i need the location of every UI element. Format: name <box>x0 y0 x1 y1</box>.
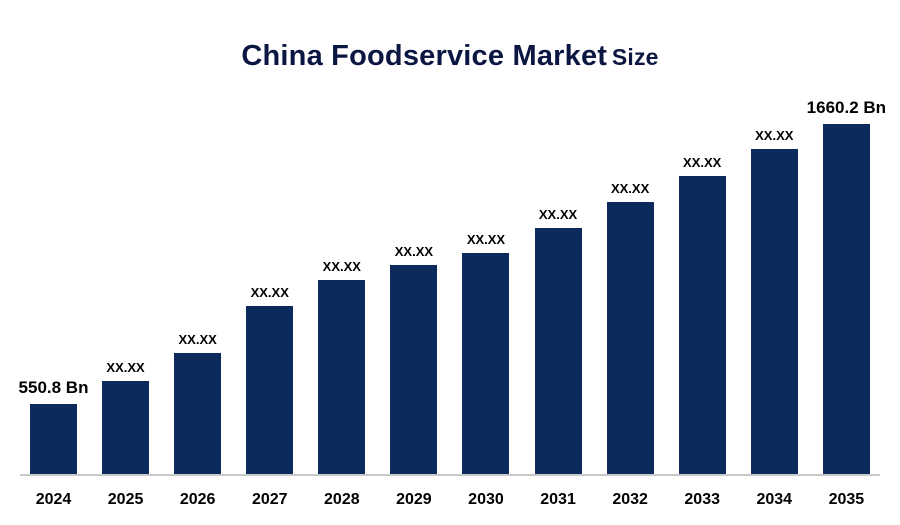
x-axis-label: 2024 <box>35 491 72 508</box>
bar-value-label: XX.XX <box>683 155 722 170</box>
bar <box>30 404 77 474</box>
x-axis-label: 2033 <box>684 491 720 508</box>
bar-value-label: XX.XX <box>466 232 506 247</box>
bar-value-label: XX.XX <box>755 128 794 143</box>
bar-column: XX.XX <box>678 155 726 474</box>
x-axis-label: 2032 <box>612 491 648 508</box>
bar-column: XX.XX <box>462 232 510 474</box>
bar-value-label: XX.XX <box>394 244 434 259</box>
x-axis-label: 2034 <box>756 491 793 508</box>
bar-column: XX.XX <box>534 207 582 474</box>
bar <box>606 202 654 474</box>
bar-value-label: XX.XX <box>322 259 361 274</box>
bar-column: XX.XX <box>750 128 798 474</box>
bar-column: XX.XX <box>174 332 222 474</box>
x-axis-label: 2029 <box>396 491 432 508</box>
plot-area: 550.8 Bn XX.XX XX.XX XX.XX XX.XX XX.XX X… <box>19 98 886 474</box>
bar-value-label: XX.XX <box>106 360 145 375</box>
bar-column: 1660.2 Bn <box>807 98 886 474</box>
x-axis-label: 2025 <box>107 491 144 508</box>
chart-title-suffix: Size <box>611 44 659 70</box>
bar-value-label: XX.XX <box>178 332 217 347</box>
bar-column: XX.XX <box>246 285 294 474</box>
bar-column: 550.8 Bn <box>19 378 88 474</box>
bar-value-label: XX.XX <box>610 181 650 196</box>
bar <box>318 280 366 474</box>
bar-column: XX.XX <box>102 360 150 474</box>
bar <box>246 306 294 474</box>
bar <box>534 228 582 474</box>
bar <box>102 381 150 474</box>
x-axis-line <box>20 474 880 476</box>
bar <box>822 124 870 474</box>
bar-value-label: 550.8 Bn <box>18 378 89 397</box>
bar <box>678 176 726 474</box>
bar-column: XX.XX <box>390 244 438 474</box>
bar <box>174 353 222 474</box>
x-axis-labels: 2024 2025 2026 2027 2028 2029 2030 2031 2032 2033… <box>30 491 870 509</box>
x-axis-label: 2026 <box>179 491 216 508</box>
bar-value-label: 1660.2 Bn <box>806 98 887 117</box>
x-axis-label: 2031 <box>540 491 576 508</box>
bar <box>462 253 510 474</box>
bar <box>750 149 798 474</box>
bar-column: XX.XX <box>318 259 366 474</box>
chart-title: China Foodservice Market Size <box>0 40 900 73</box>
x-axis-label: 2030 <box>468 491 504 508</box>
x-axis-label: 2027 <box>251 491 288 508</box>
chart-title-main: China Foodservice Market <box>241 40 608 72</box>
bar-value-label: XX.XX <box>538 207 578 222</box>
bar-column: XX.XX <box>606 181 654 474</box>
x-axis-label: 2028 <box>324 491 360 508</box>
bar-value-label: XX.XX <box>250 285 289 300</box>
x-axis-label: 2035 <box>828 491 865 508</box>
bar <box>390 265 438 474</box>
